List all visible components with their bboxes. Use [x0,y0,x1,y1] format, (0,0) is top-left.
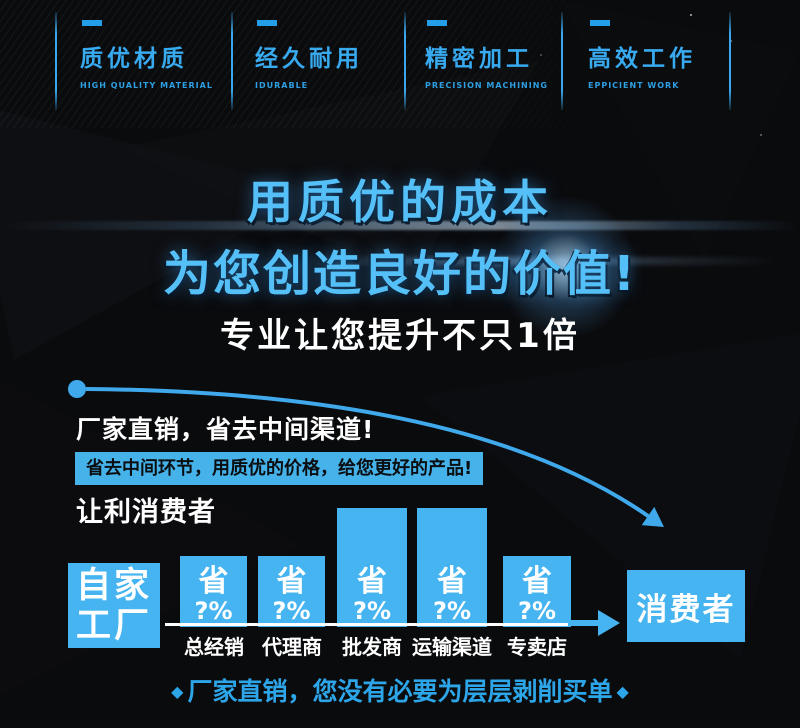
bar-label-agent: 代理商 [262,635,322,659]
background-hatch-texture [0,0,800,128]
feature-title: 高效工作 [588,46,696,72]
feature-badge-precision: 精密加工 PRECISION MACHINING [425,20,548,90]
badge-dash-icon [257,20,277,26]
badge-separator [231,12,233,110]
bar-percent-text: ?% [272,597,311,625]
middleman-bar-store: 省 ?% [503,556,571,627]
footer-text: 厂家直销，您没有必要为层层剥削买单 [187,677,613,706]
bar-save-text: 省 [437,564,467,599]
middleman-bar-distributor: 省 ?% [180,556,247,627]
consumer-label: 消费者 [636,591,736,628]
feature-title: 精密加工 [425,46,533,72]
diamond-icon: ◆ [171,682,184,701]
bar-label-store: 专卖店 [507,635,567,659]
feature-subtitle: EPPICIENT WORK [588,81,680,90]
bar-percent-text: ?% [433,597,471,625]
feature-badge-quality: 质优材质 HIGH QUALITY MATERIAL [80,20,213,90]
bar-save-text: 省 [276,564,307,599]
feature-subtitle: HIGH QUALITY MATERIAL [80,81,213,90]
badge-dash-icon [590,20,610,26]
badge-separator [404,12,406,110]
bar-percent-text: ?% [353,597,391,625]
bar-save-text: 省 [357,564,387,599]
flow-arrow-shaft [568,620,600,626]
badge-separator [729,12,731,110]
middleman-bar-transport: 省 ?% [417,508,487,627]
curve-arrow [68,380,664,527]
badge-separator [55,12,57,110]
consumer-box: 消费者 [627,570,745,642]
lens-flare [490,192,640,342]
bar-percent-text: ?% [518,597,556,625]
feature-badge-efficient: 高效工作 EPPICIENT WORK [588,20,696,90]
bar-label-wholesaler: 批发商 [342,635,402,659]
bar-percent-text: ?% [194,597,233,625]
feature-subtitle: PRECISION MACHINING [425,81,548,90]
bar-label-transport: 运输渠道 [412,635,492,659]
bar-save-text: 省 [198,564,229,599]
factory-label-line2: 工厂 [75,605,152,646]
badge-dash-icon [427,20,447,26]
feature-badge-durable: 经久耐用 IDURABLE [255,20,363,90]
hero-slogan-line2: 为您创造良好的价值! [163,246,637,302]
light-streak [0,221,800,230]
direct-sale-heading: 厂家直销，省去中间渠道! [76,415,375,444]
diamond-icon: ◆ [616,682,629,701]
chart-baseline [165,623,568,626]
direct-sale-highlight: 省去中间环节，用质优的价格，给您更好的产品! [75,452,484,485]
factory-label-line1: 自家 [75,565,152,606]
background-stars [690,14,692,16]
middleman-bar-agent: 省 ?% [258,556,325,627]
footer-slogan: ◆ 厂家直销，您没有必要为层层剥削买单 ◆ [0,672,800,708]
hero-subslogan: 专业让您提升不只1倍 [220,316,580,356]
direct-sale-subheading: 让利消费者 [76,497,216,528]
badge-dash-icon [82,20,102,26]
feature-title: 经久耐用 [255,46,363,72]
curve-arrowhead-icon [641,506,664,527]
bar-save-text: 省 [522,564,552,599]
badge-separator [561,12,563,110]
flow-arrowhead-icon [598,610,620,636]
feature-title: 质优材质 [80,46,188,72]
curve-start-dot [68,380,86,398]
feature-subtitle: IDURABLE [255,81,309,90]
hero-slogan-line1: 用质优的成本 [247,175,553,229]
middleman-bar-wholesaler: 省 ?% [337,508,407,627]
curve-path [85,387,650,518]
factory-box: 自家 工厂 [68,563,160,648]
bar-label-distributor: 总经销 [184,635,244,659]
